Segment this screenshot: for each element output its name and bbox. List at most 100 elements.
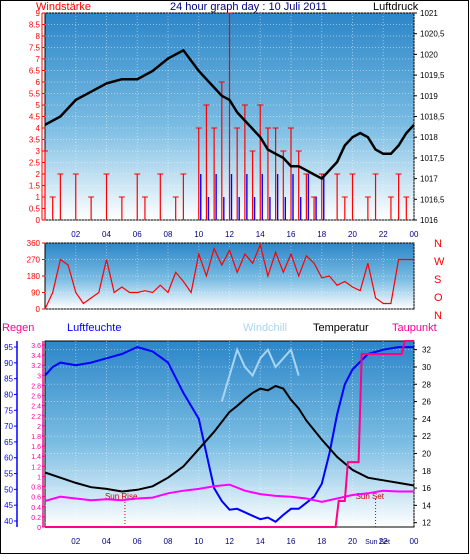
humidity-axis-tick-label: 90 — [4, 359, 13, 368]
wind-axis-tick-label: 3 — [36, 147, 41, 156]
wind-axis-tick-label: 2 — [36, 170, 41, 179]
rain-axis-tick-label: 1.2 — [31, 464, 41, 471]
humidity-axis-tick-label: 40 — [4, 517, 13, 526]
time-tick-label: 18 — [317, 230, 326, 239]
windchill-legend: Windchill — [243, 322, 287, 334]
humidity-axis-tick-label: 85 — [4, 375, 13, 384]
wind-axis-tick-label: 8 — [36, 32, 41, 41]
humidity-axis-tick-label: 70 — [4, 422, 13, 431]
humidity-axis-tick-label: 75 — [4, 406, 13, 415]
rain-axis-tick-label: 2.8 — [31, 383, 41, 390]
plot1-marks — [42, 12, 415, 220]
rain-axis-tick-label: 2.6 — [31, 394, 41, 401]
time-tick-label: 06 — [133, 537, 142, 546]
rain-axis-tick-label: 0.4 — [31, 505, 41, 512]
rain-axis-tick-label: 3.6 — [31, 343, 41, 350]
dewpoint-line — [44, 483, 414, 503]
humidity-axis-tick-label: 95 — [4, 343, 13, 352]
direction-axis-tick-label: 270 — [27, 256, 41, 265]
humidity-axis-tick-label: 80 — [4, 390, 13, 399]
rain-axis-tick-label: 1.4 — [31, 454, 41, 461]
direction-axis-tick-label: 360 — [27, 239, 41, 248]
temperature-axis-tick-label: 32 — [422, 346, 431, 355]
time-tick-label: 04 — [102, 230, 111, 239]
wind-axis-tick-label: 2.5 — [29, 159, 41, 168]
wind-direction-line — [44, 242, 414, 310]
temperature-axis-tick-label: 12 — [422, 519, 431, 528]
wind-axis-tick-label: 5 — [36, 101, 41, 110]
rain-axis-tick-label: 3 — [37, 373, 41, 380]
rain-axis-tick-label: 2 — [37, 424, 41, 431]
rain-axis-tick-label: 0 — [37, 525, 41, 532]
wind-axis-tick-label: 7.5 — [29, 44, 41, 53]
plot3-axes: 0 0.2 0.4 0.6 0.8 1 1.2 1.4 1.6 1.8 2 2.2 2.4 2.6 2.8 3… — [4, 341, 431, 546]
compass-label: O — [434, 292, 443, 304]
direction-axis-tick-label: 0 — [36, 305, 41, 314]
pressure-axis-tick-label: 1020,5 — [420, 30, 445, 39]
wind-axis-tick-label: 4 — [36, 124, 41, 133]
temperature-axis-tick-label: 26 — [422, 398, 431, 407]
time-tick-label: 16 — [287, 537, 296, 546]
humidity-axis-title: Luftfeuchte — [67, 322, 121, 334]
rain-axis-tick-label: 1 — [37, 474, 41, 481]
rain-axis-title: Regen — [2, 322, 34, 334]
wind-axis-tick-label: 1 — [36, 193, 41, 202]
pressure-axis-title: Luftdruck — [373, 1, 419, 13]
time-tick-label: 14 — [256, 537, 265, 546]
rain-axis-tick-label: 3.2 — [31, 363, 41, 370]
time-tick-label: 12 — [225, 537, 234, 546]
direction-axis-tick-label: 90 — [31, 289, 40, 298]
time-tick-label: 12 — [225, 230, 234, 239]
rain-line — [45, 340, 414, 528]
time-tick-label: 10 — [194, 537, 203, 546]
chart-title: 24 hour graph day : 10 Juli 2011 — [170, 1, 327, 13]
time-tick-label: 10 — [194, 230, 203, 239]
plot2-background — [44, 242, 415, 310]
pressure-axis-tick-label: 1016,5 — [420, 195, 445, 204]
pressure-axis-tick-label: 1019,5 — [420, 71, 445, 80]
wind-axis-tick-label: 3.5 — [29, 136, 41, 145]
pressure-axis-tick-label: 1019 — [420, 92, 438, 101]
rain-axis-tick-label: 2.2 — [31, 414, 41, 421]
sunset-axis-label: Sun Set — [365, 539, 390, 546]
pressure-axis-tick-label: 1017 — [420, 175, 438, 184]
pressure-line — [44, 48, 415, 181]
temperature-axis-tick-label: 28 — [422, 380, 431, 389]
plot2-grid — [45, 242, 415, 310]
plot2-marks — [44, 242, 414, 310]
humidity-axis-tick-label: 50 — [4, 485, 13, 494]
direction-axis-tick-label: 180 — [27, 272, 41, 281]
pressure-axis-tick-label: 1020 — [420, 50, 438, 59]
time-tick-label: 08 — [164, 537, 173, 546]
rain-axis-tick-label: 1.6 — [31, 444, 41, 451]
wind-axis-tick-label: 1.5 — [29, 182, 41, 191]
wind-axis-tick-label: 9 — [36, 9, 41, 18]
sunset-label: Sun Set — [356, 492, 385, 501]
humidity-axis-tick-label: 60 — [4, 454, 13, 463]
compass-label: N — [434, 310, 442, 322]
pressure-axis-tick-label: 1016 — [420, 216, 438, 225]
temperature-axis-tick-label: 30 — [422, 363, 431, 372]
time-tick-label: 00 — [410, 537, 419, 546]
time-tick-label: 22 — [379, 230, 388, 239]
time-tick-label: 00 — [410, 230, 419, 239]
rain-axis-tick-label: 3.4 — [31, 353, 41, 360]
humidity-axis-tick-label: 45 — [4, 501, 13, 510]
time-tick-label: 04 — [102, 537, 111, 546]
time-tick-label: 02 — [71, 230, 80, 239]
time-tick-label: 08 — [164, 230, 173, 239]
plot3-grid — [45, 341, 415, 527]
wind-axis-tick-label: 6.5 — [29, 67, 41, 76]
time-tick-label: 14 — [256, 230, 265, 239]
rain-axis-tick-label: 1.8 — [31, 434, 41, 441]
rain-axis-tick-label: 0.6 — [31, 495, 41, 502]
temperature-axis-tick-label: 22 — [422, 432, 431, 441]
compass-label: W — [434, 256, 445, 268]
temperature-axis-tick-label: 16 — [422, 484, 431, 493]
pressure-axis-tick-label: 1021 — [420, 9, 438, 18]
wind-axis-tick-label: 0.5 — [29, 205, 41, 214]
temperature-axis-tick-label: 18 — [422, 467, 431, 476]
time-tick-label: 20 — [348, 230, 357, 239]
humidity-line — [44, 346, 414, 524]
